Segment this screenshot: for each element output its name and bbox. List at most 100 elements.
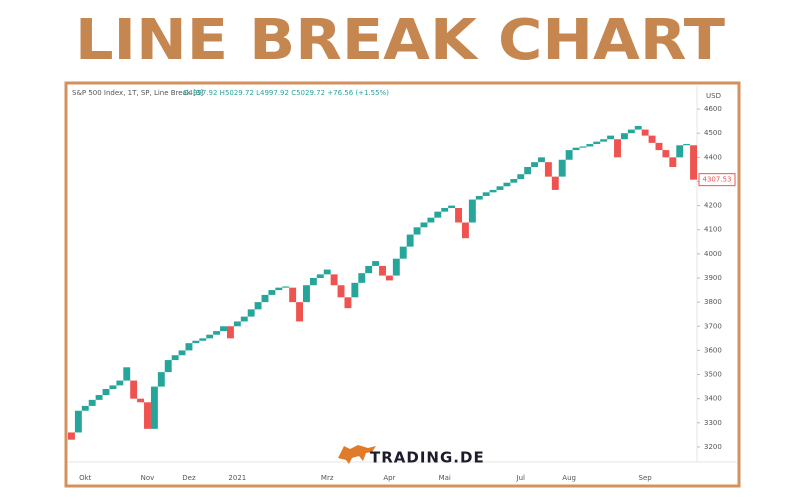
brick — [600, 139, 608, 142]
y-tick-label: 4400 — [704, 153, 722, 161]
x-tick-label: Jul — [516, 474, 526, 482]
brick — [399, 246, 407, 259]
brick — [185, 343, 193, 351]
brick — [441, 208, 449, 212]
brick — [213, 331, 221, 335]
brick — [68, 432, 75, 440]
brick — [683, 144, 691, 146]
brick — [690, 145, 697, 180]
brick — [289, 287, 297, 303]
chart-frame — [64, 81, 741, 488]
y-tick-label: 3300 — [704, 419, 722, 427]
brick — [372, 261, 380, 266]
brick — [150, 386, 158, 429]
brick — [482, 192, 490, 196]
brick — [510, 179, 518, 183]
brick — [392, 258, 400, 276]
brick — [558, 159, 566, 177]
brick — [102, 389, 110, 396]
brick — [365, 265, 373, 274]
brick — [496, 186, 504, 190]
brick — [579, 146, 587, 148]
brick — [524, 166, 532, 175]
brick — [461, 222, 469, 239]
brick — [634, 125, 642, 130]
brick — [247, 309, 255, 317]
logo: TRADING.DE — [338, 445, 485, 467]
brick — [171, 355, 179, 361]
y-tick-label: 3700 — [704, 322, 722, 330]
brick — [627, 129, 635, 134]
brick — [303, 285, 310, 303]
brick — [358, 273, 366, 283]
x-tick-label: 2021 — [228, 474, 246, 482]
brick — [641, 129, 649, 136]
brick — [676, 145, 684, 158]
y-tick-label: 3500 — [704, 371, 722, 379]
brick — [565, 150, 573, 160]
brick — [544, 162, 552, 177]
ohlc-legend: O4997.92 H5029.72 L4997.92 C5029.72 +76.… — [183, 89, 389, 97]
brick — [337, 285, 345, 298]
brick — [468, 199, 476, 223]
brick — [330, 274, 338, 286]
x-tick-label: Apr — [383, 474, 395, 482]
x-tick-label: Mrz — [321, 474, 334, 482]
brick — [206, 334, 214, 339]
brick — [413, 227, 421, 235]
brick — [261, 294, 269, 303]
brick — [74, 410, 82, 433]
logo-text: TRADING.DE — [370, 449, 485, 467]
y-tick-label: 4200 — [704, 202, 722, 210]
brick — [226, 326, 234, 339]
brick — [517, 174, 525, 180]
brick — [448, 205, 456, 209]
brick — [178, 350, 186, 356]
brick — [282, 286, 290, 288]
y-tick-label: 4600 — [704, 105, 722, 113]
brick — [192, 340, 200, 344]
brick — [95, 395, 103, 400]
brick — [144, 402, 151, 429]
brick — [275, 287, 283, 291]
chart-title: LINE BREAK CHART — [75, 8, 725, 73]
brick — [385, 275, 393, 281]
brick — [455, 208, 462, 223]
symbol-legend: S&P 500 Index, 1T, SP, Line Break [3] — [72, 89, 203, 97]
brick — [655, 142, 663, 151]
y-tick-label: 3200 — [704, 443, 722, 451]
brick — [434, 211, 442, 218]
brick — [648, 135, 656, 143]
y-tick-label: 3400 — [704, 395, 722, 403]
brick — [531, 162, 539, 167]
brick — [316, 274, 324, 278]
y-tick-label: 3600 — [704, 346, 722, 354]
brick — [220, 326, 227, 332]
brick — [669, 157, 677, 167]
brick — [137, 398, 145, 403]
brick — [607, 135, 615, 140]
last-price-box — [698, 173, 736, 187]
brick — [420, 222, 428, 228]
x-tick-label: Okt — [79, 474, 92, 482]
brick — [538, 157, 545, 163]
y-tick-label: 3900 — [704, 274, 722, 282]
brick — [296, 302, 304, 322]
brick — [551, 176, 559, 190]
brick — [81, 405, 89, 411]
last-price-label: 4307.53 — [703, 176, 732, 184]
brick — [164, 360, 172, 373]
brick — [268, 290, 276, 295]
brick — [233, 321, 241, 327]
brick — [116, 380, 124, 386]
brick — [199, 338, 207, 341]
y-tick-label: 3800 — [704, 298, 722, 306]
brick — [123, 367, 131, 381]
brick — [351, 282, 359, 298]
brick — [88, 399, 96, 406]
brick — [309, 278, 317, 286]
brick — [620, 133, 628, 140]
brick — [240, 316, 248, 322]
brick — [323, 269, 331, 275]
